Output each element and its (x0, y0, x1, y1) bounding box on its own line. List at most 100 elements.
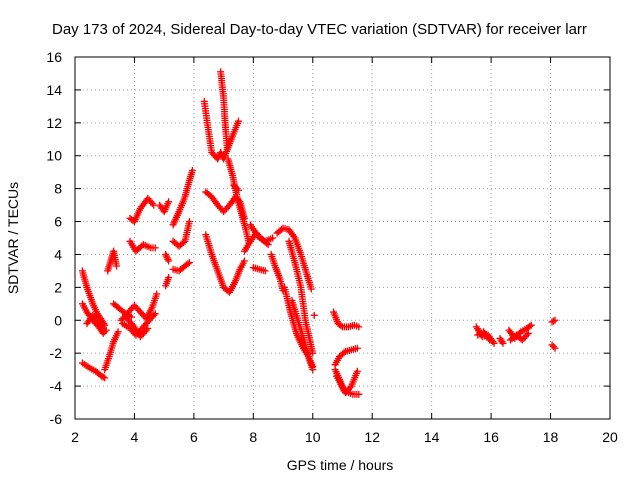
data-point (486, 336, 494, 344)
x-tick-label: 2 (71, 429, 79, 445)
data-point (142, 326, 150, 334)
data-point (113, 262, 121, 270)
x-tick-label: 16 (483, 429, 499, 445)
data-point (490, 339, 498, 347)
y-tick-label: -4 (50, 378, 63, 394)
grid-lines (75, 57, 610, 419)
series-i1 (330, 308, 363, 331)
data-point (188, 167, 196, 175)
data-point (184, 260, 192, 268)
data-point (162, 250, 170, 258)
data-point (217, 148, 225, 156)
data-points (78, 68, 559, 398)
y-tick-label: 2 (54, 279, 62, 295)
series-c2 (126, 237, 159, 255)
data-point (489, 338, 497, 346)
x-tick-label: 18 (543, 429, 559, 445)
data-point (101, 328, 109, 336)
data-point (151, 310, 159, 318)
data-point (150, 311, 158, 319)
data-point (310, 311, 318, 319)
series-i2 (331, 344, 361, 369)
data-point (153, 290, 161, 298)
data-point (527, 321, 535, 329)
data-point (346, 384, 354, 392)
y-tick-label: 14 (46, 82, 62, 98)
y-tick-label: 0 (54, 312, 62, 328)
series-f2 (217, 68, 231, 151)
series-a4 (83, 311, 107, 332)
data-point (99, 373, 107, 381)
series-e3 (169, 259, 193, 275)
series-j3 (496, 334, 507, 347)
series-b2 (101, 328, 122, 374)
series-d2 (162, 250, 173, 265)
data-point (526, 322, 534, 330)
series-g3 (246, 221, 277, 245)
data-point (127, 320, 135, 328)
y-tick-label: 12 (46, 115, 62, 131)
y-tick-label: 6 (54, 214, 62, 230)
x-tick-label: 8 (249, 429, 257, 445)
series-h1 (267, 250, 287, 295)
data-point (164, 255, 172, 263)
x-tick-label: 4 (131, 429, 139, 445)
data-point (353, 344, 361, 352)
data-point (233, 185, 241, 193)
data-point (309, 366, 317, 374)
data-point (499, 339, 507, 347)
data-point (114, 328, 122, 336)
series-j2 (474, 328, 494, 344)
data-point (355, 323, 363, 331)
y-tick-label: 16 (46, 49, 62, 65)
data-point (163, 254, 171, 262)
data-point (165, 198, 173, 206)
data-point (355, 390, 363, 398)
data-point (214, 155, 222, 163)
y-tick-label: 8 (54, 181, 62, 197)
data-point (498, 338, 506, 346)
data-point (234, 186, 242, 194)
x-tick-label: 14 (424, 429, 440, 445)
x-tick-label: 12 (364, 429, 380, 445)
data-point (524, 329, 532, 337)
data-point (148, 199, 156, 207)
data-point (144, 325, 152, 332)
y-tick-labels: -6 -4 -2 0 2 4 6 8 10 12 14 16 (46, 49, 62, 427)
x-tick-label: 6 (190, 429, 198, 445)
series-g2 (249, 264, 269, 275)
series-d1 (156, 198, 173, 216)
data-point (165, 273, 173, 281)
y-tick-label: -6 (50, 411, 63, 427)
data-point (185, 259, 193, 267)
x-tick-labels: 2 4 6 8 10 12 14 16 18 20 (71, 429, 618, 445)
series-k1 (548, 316, 559, 326)
series-h5 (288, 297, 317, 374)
x-axis-label: GPS time / hours (287, 457, 394, 473)
data-point (151, 244, 159, 252)
series-f4 (202, 231, 248, 296)
data-point (101, 374, 109, 382)
data-point (307, 285, 315, 293)
y-tick-label: -2 (50, 345, 63, 361)
series-j5 (506, 329, 532, 344)
data-point (353, 367, 361, 375)
series-f6 (230, 181, 242, 194)
y-tick-label: 10 (46, 148, 62, 164)
series-k2 (548, 341, 559, 352)
x-tick-label: 10 (305, 429, 321, 445)
series-i4 (333, 367, 361, 397)
data-point (150, 201, 158, 209)
series-c5 (122, 313, 152, 341)
series-h6 (310, 311, 318, 319)
series-b1 (104, 247, 121, 275)
data-point (551, 316, 559, 324)
series-a3 (78, 359, 109, 382)
data-point (162, 252, 170, 260)
series-e2 (169, 218, 193, 250)
data-point (309, 349, 317, 357)
data-point (99, 325, 107, 332)
series-h4 (285, 237, 317, 357)
